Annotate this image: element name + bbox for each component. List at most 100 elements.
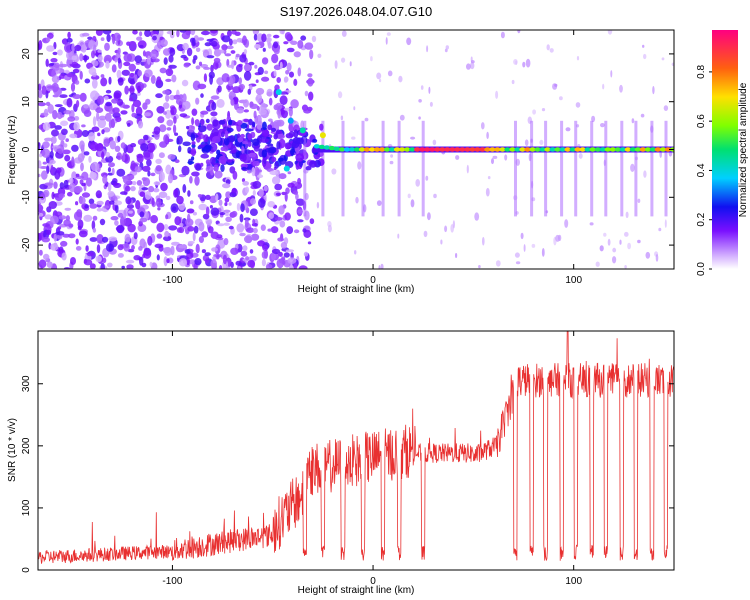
spectrogram-blob <box>236 223 245 233</box>
spectrogram-blob <box>303 109 312 114</box>
spectrogram-blob <box>143 248 152 259</box>
spectrogram-blob <box>317 53 322 58</box>
spectrogram-blob <box>642 44 645 48</box>
spectrogram-blob <box>174 216 182 226</box>
spectrogram-blob <box>210 207 220 216</box>
spectrogram-blob <box>249 249 254 254</box>
spectrogram-line-cell <box>348 147 356 152</box>
spectrogram-line-cell <box>584 147 591 152</box>
spectrogram-line-cell <box>589 147 596 152</box>
spectrogram-blob <box>541 108 546 112</box>
spectrogram-blob <box>97 132 101 137</box>
spectrogram-blob <box>173 115 177 124</box>
spectrogram-blob <box>38 173 41 178</box>
spectrogram-blob <box>195 243 200 254</box>
spectrogram-blob <box>433 193 437 199</box>
spectrogram-blob <box>142 165 151 172</box>
spectrogram-blob <box>279 61 283 70</box>
spectrogram-blob <box>630 163 635 172</box>
snr-xtick-label: -100 <box>162 576 182 587</box>
spectrogram-blob <box>349 61 352 67</box>
spectrogram-blob <box>117 135 121 143</box>
spectrogram-blob <box>71 55 78 60</box>
spectrogram-blob <box>197 83 207 90</box>
spectrogram-blob <box>120 142 126 149</box>
spectrogram-blob <box>658 227 662 232</box>
spectrogram-xtick-label: -100 <box>162 275 182 286</box>
spectrogram-blob <box>187 213 191 223</box>
spectrogram-blob <box>182 93 187 103</box>
spectrogram-blob <box>124 233 131 243</box>
spectrogram-blob <box>220 146 226 152</box>
spectrogram-blob <box>160 182 168 192</box>
spectrogram-blob <box>398 75 403 83</box>
spectrogram-blob <box>75 201 79 206</box>
spectrogram-blob <box>283 252 290 258</box>
spectrogram-blob <box>249 103 259 110</box>
spectrogram-blob <box>276 141 281 150</box>
spectrogram-blob <box>277 109 282 119</box>
spectrogram-ytick-label: 10 <box>21 96 32 108</box>
spectrogram-blob <box>132 181 137 186</box>
spectrogram-blob <box>53 233 57 242</box>
spectrogram-line-cell <box>414 147 421 152</box>
spectrogram-blob <box>290 99 299 109</box>
spectrogram-blob <box>203 73 207 83</box>
spectrogram-blob <box>96 234 104 244</box>
spectrogram-blob <box>247 88 252 95</box>
spectrogram-blob <box>138 246 143 251</box>
spectrogram-blob <box>96 208 103 212</box>
spectrogram-blob <box>278 173 287 180</box>
spectrogram-blob <box>67 59 73 65</box>
spectrogram-blob <box>76 100 80 108</box>
spectrogram-blob <box>38 259 47 269</box>
spectrogram-blob <box>129 78 136 85</box>
spectrogram-streak <box>421 120 425 217</box>
spectrogram-blob <box>205 118 210 124</box>
spectrogram-blob <box>215 193 219 202</box>
spectrogram-blob <box>525 58 531 68</box>
spectrogram-blob <box>268 118 273 122</box>
spectrogram-blob <box>364 117 369 122</box>
spectrogram-blob <box>144 112 152 117</box>
spectrogram-blob <box>243 49 248 55</box>
spectrogram-blob <box>184 249 191 254</box>
spectrogram-line-cell <box>363 147 371 152</box>
spectrogram-blob <box>129 85 135 95</box>
spectrogram-blob <box>261 57 269 65</box>
spectrogram-blob <box>186 257 190 266</box>
spectrogram-blob <box>248 152 257 158</box>
spectrogram-blob <box>84 78 91 84</box>
spectrogram-blob <box>115 203 119 214</box>
spectrogram-blob <box>138 220 143 227</box>
spectrogram-blob <box>222 254 227 265</box>
spectrogram-streak <box>341 120 345 217</box>
spectrogram-blob <box>38 124 44 130</box>
spectrogram-blob <box>213 164 219 172</box>
spectrogram-blob <box>263 185 268 192</box>
spectrogram-line-cell <box>639 147 647 152</box>
spectrogram-line-cell <box>489 147 496 152</box>
spectrogram-line-cell <box>519 147 526 152</box>
spectrogram-blob <box>192 58 196 64</box>
spectrogram-line-cell <box>524 147 531 152</box>
spectrogram-blob <box>159 141 168 148</box>
spectrogram-blob <box>191 117 195 126</box>
spectrogram-blob <box>248 118 253 126</box>
spectrogram-blob <box>307 73 313 78</box>
spectrogram-blob <box>290 148 295 156</box>
spectrogram-blob <box>261 128 269 137</box>
spectrogram-blob <box>252 180 262 189</box>
spectrogram-blob <box>224 202 228 207</box>
spectrogram-blob <box>270 226 279 234</box>
spectrogram-blob <box>89 102 98 111</box>
spectrogram-blob <box>50 58 58 63</box>
spectrogram-blob <box>286 62 292 72</box>
spectrogram-blob <box>165 94 170 102</box>
spectrogram-line-cell <box>629 147 637 152</box>
spectrogram-blob <box>261 149 267 158</box>
spectrogram-blob <box>240 203 245 213</box>
spectrogram-blob <box>275 102 283 111</box>
spectrogram-blob <box>495 260 501 267</box>
spectrogram-blob <box>178 244 186 249</box>
